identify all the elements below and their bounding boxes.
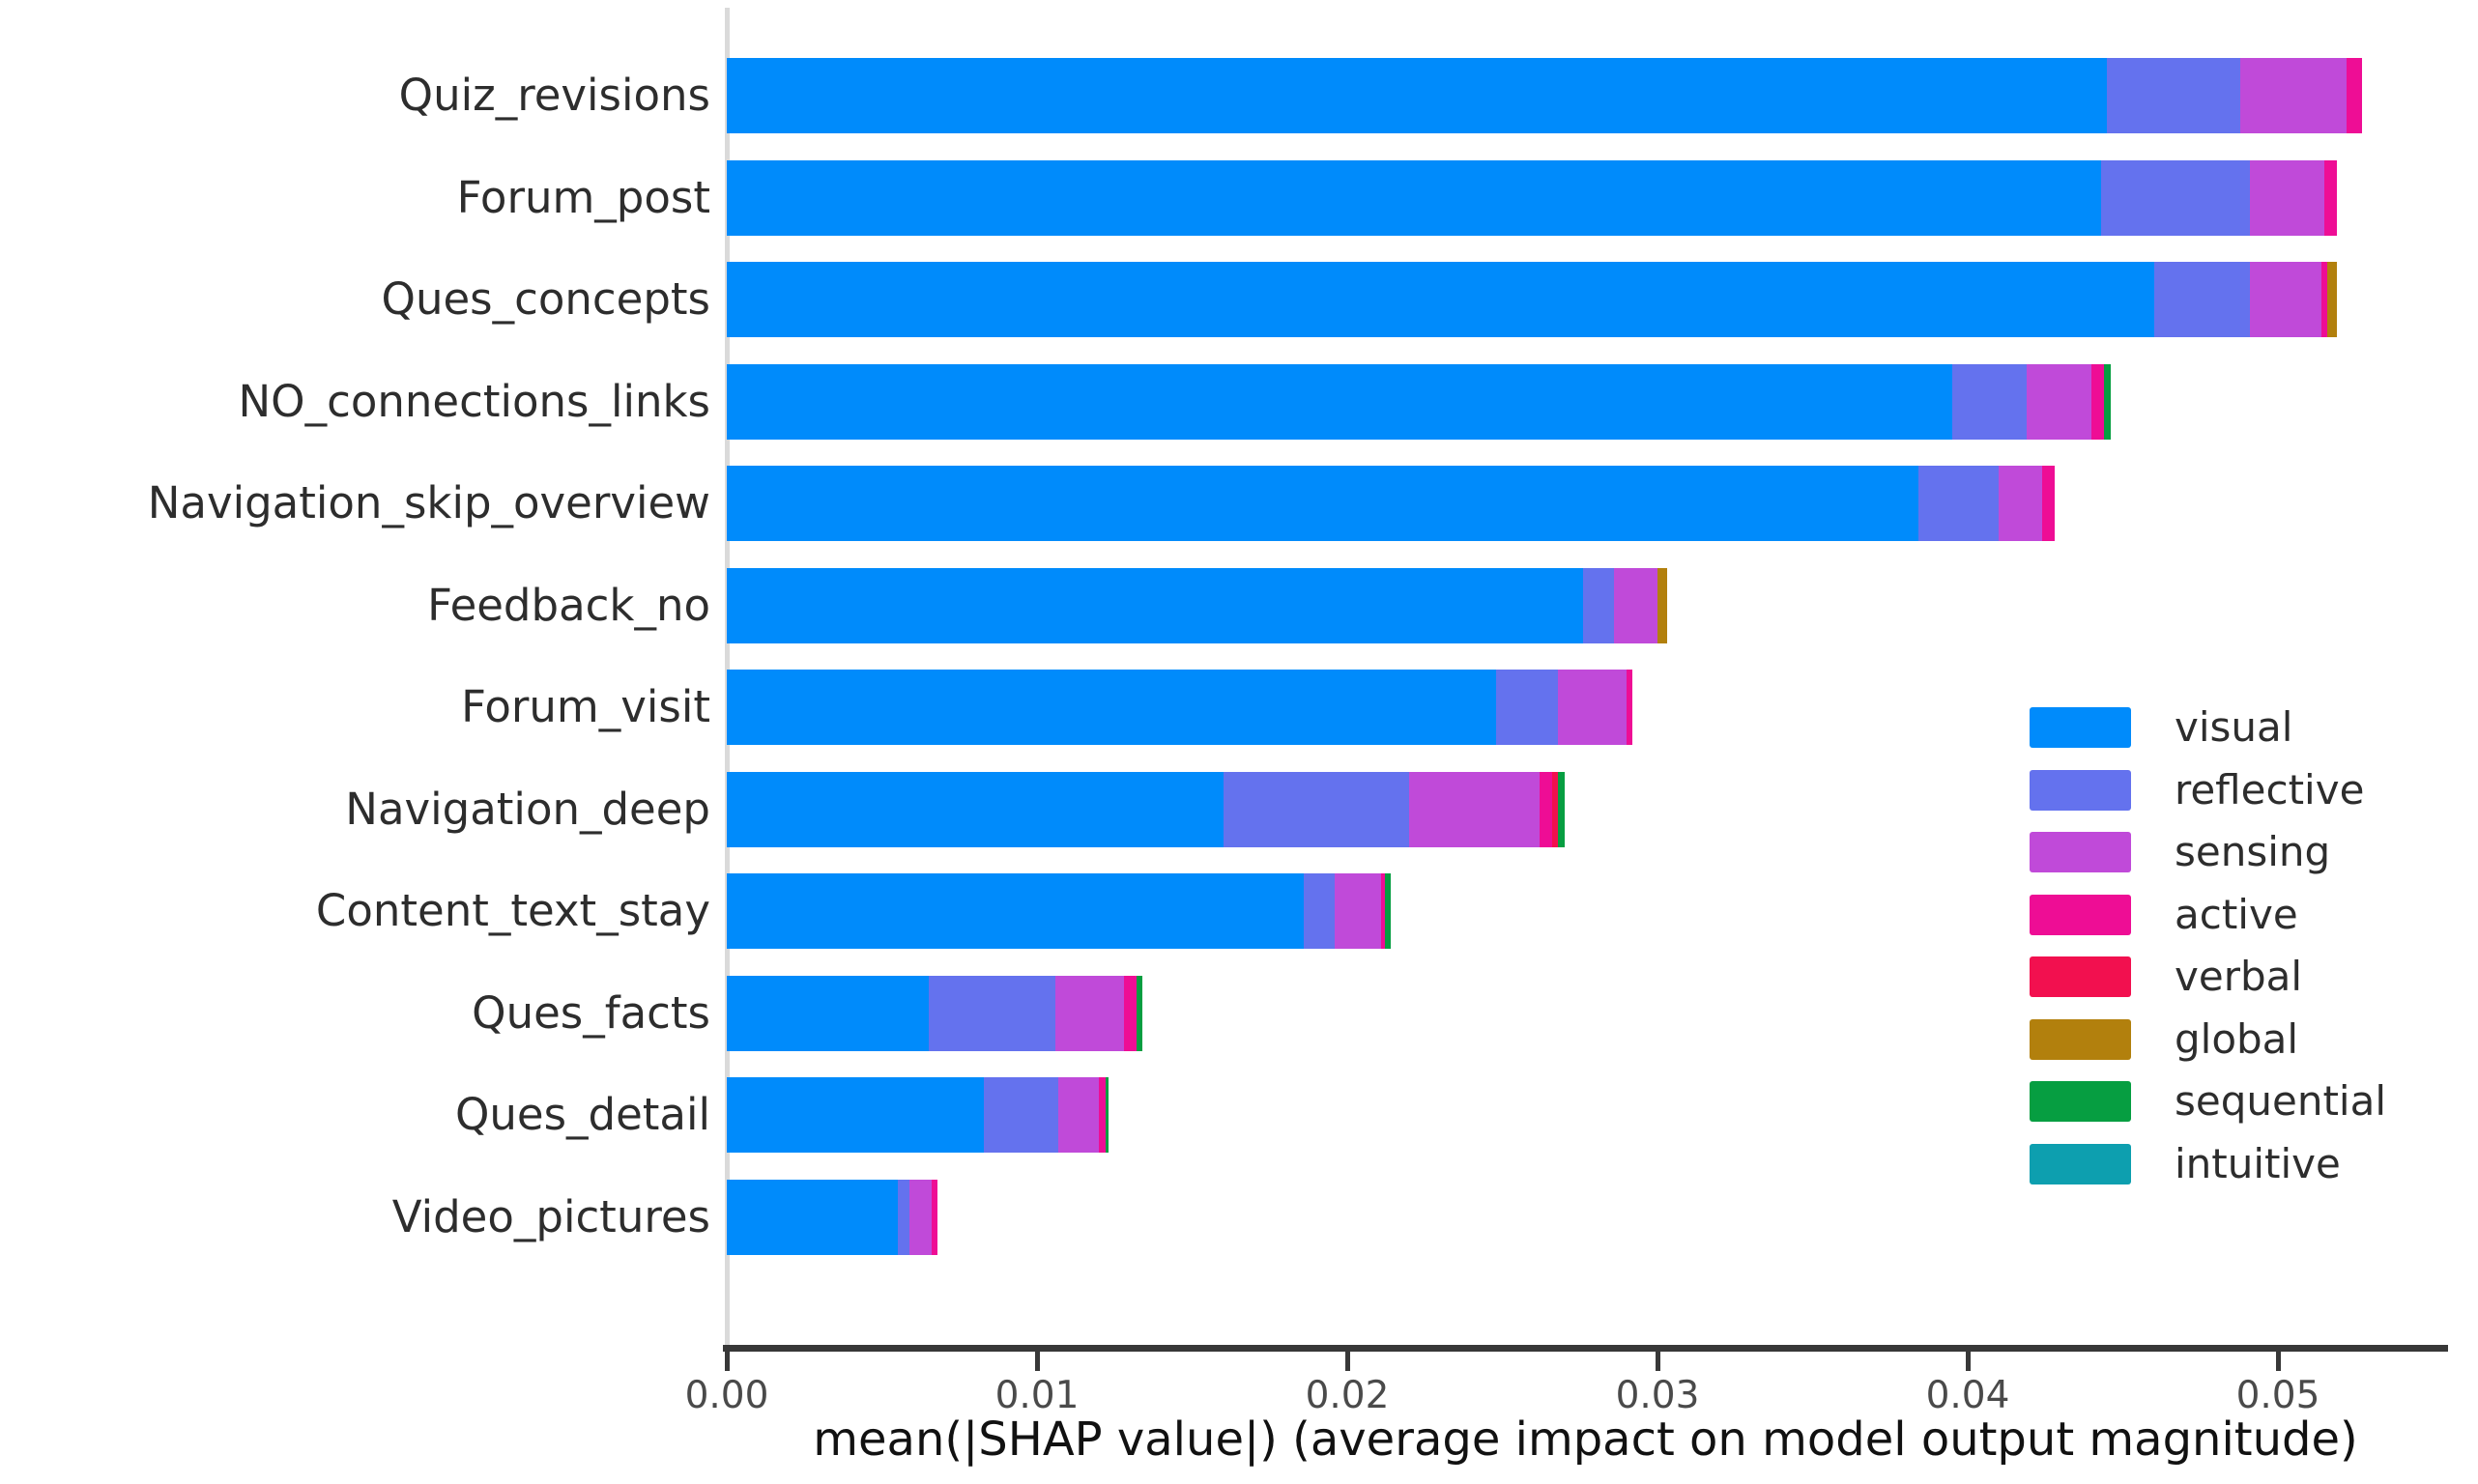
bar-segment-visual	[727, 58, 2108, 133]
category-label-ques_detail: Ques_detail	[454, 1089, 710, 1140]
bar-segment-visual	[727, 1179, 898, 1255]
legend-label-sequential: sequential	[2175, 1077, 2387, 1125]
bar-segment-sequential	[1105, 1077, 1109, 1153]
category-label-feedback_no: Feedback_no	[427, 579, 710, 631]
bar-segment-visual	[727, 262, 2154, 337]
category-label-ques_concepts: Ques_concepts	[381, 273, 710, 325]
bar-segment-active	[2324, 159, 2337, 236]
bar-segment-sequential	[2104, 363, 2111, 440]
x-tick-mark	[725, 1352, 730, 1371]
bar-segment-active	[2042, 466, 2055, 541]
legend-swatch-active	[2030, 894, 2131, 935]
bar-segment-visual	[727, 670, 1497, 745]
bar-segment-reflective	[1917, 466, 2000, 541]
bar-segment-sensing	[2026, 363, 2092, 440]
bar-segment-active	[2320, 262, 2328, 337]
bar-segment-global	[2327, 262, 2337, 337]
x-tick-label: 0.00	[684, 1374, 769, 1417]
category-label-forum_visit: Forum_visit	[461, 681, 710, 732]
bar-segment-sensing	[909, 1179, 932, 1255]
category-label-quiz_revisions: Quiz_revisions	[398, 70, 710, 121]
x-axis-line	[723, 1345, 2448, 1352]
bar-segment-visual	[727, 363, 1952, 440]
bar-segment-sensing	[1058, 1077, 1100, 1153]
bar-segment-reflective	[984, 1077, 1059, 1153]
bar-segment-sensing	[1558, 670, 1627, 745]
category-label-forum_post: Forum_post	[456, 171, 710, 223]
legend-swatch-sensing	[2030, 832, 2131, 872]
legend-swatch-global	[2030, 1018, 2131, 1060]
legend-label-reflective: reflective	[2175, 765, 2365, 813]
bar-segment-verbal	[1551, 771, 1559, 847]
bar-segment-sensing	[2250, 262, 2321, 337]
x-tick-label: 0.02	[1305, 1374, 1390, 1417]
bar-segment-sequential	[1384, 873, 1391, 949]
legend-swatch-reflective	[2030, 769, 2131, 811]
bar-segment-visual	[727, 159, 2102, 236]
legend-label-visual: visual	[2175, 703, 2293, 751]
bar-segment-sensing	[1055, 975, 1124, 1051]
bar-segment-visual	[727, 567, 1583, 643]
bar-segment-sensing	[1614, 567, 1657, 643]
bar-segment-sensing	[2240, 58, 2347, 133]
x-tick-mark	[1035, 1352, 1040, 1371]
bar-segment-active	[1626, 670, 1633, 745]
bar-segment-reflective	[1223, 771, 1410, 847]
bar-segment-active	[2091, 363, 2105, 440]
bar-segment-active	[931, 1179, 938, 1255]
bar-segment-visual	[727, 1077, 985, 1153]
legend-swatch-sequential	[2030, 1081, 2131, 1122]
legend-swatch-verbal	[2030, 956, 2131, 997]
bar-segment-sensing	[1999, 466, 2043, 541]
bar-segment-visual	[727, 873, 1305, 949]
bar-segment-visual	[727, 466, 1918, 541]
bar-segment-global	[1657, 567, 1667, 643]
x-tick-mark	[2276, 1352, 2281, 1371]
bar-segment-active	[1540, 771, 1552, 847]
category-label-no_connections_links: NO_connections_links	[238, 375, 711, 427]
legend-swatch-intuitive	[2030, 1143, 2131, 1184]
x-tick-label: 0.05	[2235, 1374, 2320, 1417]
bar-segment-visual	[727, 771, 1224, 847]
bar-segment-reflective	[1304, 873, 1336, 949]
x-tick-label: 0.03	[1615, 1374, 1700, 1417]
bar-segment-sensing	[1409, 771, 1540, 847]
bar-segment-reflective	[2107, 58, 2241, 133]
x-tick-label: 0.04	[1925, 1374, 2010, 1417]
bar-segment-reflective	[2101, 159, 2251, 236]
bar-segment-sequential	[1136, 975, 1143, 1051]
category-label-navigation_deep: Navigation_deep	[345, 783, 710, 835]
bar-segment-reflective	[1582, 567, 1615, 643]
bar-segment-active	[2346, 58, 2362, 133]
category-label-ques_facts: Ques_facts	[472, 986, 710, 1039]
category-label-video_pictures: Video_pictures	[391, 1190, 710, 1242]
bar-segment-sequential	[1558, 771, 1565, 847]
bar-segment-reflective	[1951, 363, 2027, 440]
bar-segment-active	[1099, 1077, 1106, 1153]
legend-label-global: global	[2175, 1014, 2299, 1063]
bar-segment-active	[1123, 975, 1137, 1051]
x-tick-label: 0.01	[994, 1374, 1080, 1417]
x-tick-mark	[1656, 1352, 1660, 1371]
x-tick-mark	[1345, 1352, 1350, 1371]
legend-label-sensing: sensing	[2175, 828, 2331, 875]
legend-label-verbal: verbal	[2175, 953, 2303, 1000]
bar-segment-reflective	[928, 975, 1056, 1051]
bar-segment-reflective	[2153, 262, 2251, 337]
bar-segment-visual	[727, 975, 929, 1051]
bar-segment-reflective	[1496, 670, 1559, 745]
legend-label-active: active	[2175, 890, 2298, 938]
legend-label-intuitive: intuitive	[2175, 1139, 2341, 1187]
x-tick-mark	[1966, 1352, 1971, 1371]
category-label-content_text_stay: Content_text_stay	[315, 885, 710, 936]
bar-segment-active	[1381, 873, 1385, 949]
bar-segment-sensing	[2250, 159, 2325, 236]
x-axis-label: mean(|SHAP value|) (average impact on mo…	[813, 1413, 2358, 1467]
legend-swatch-visual	[2030, 707, 2131, 748]
category-label-navigation_skip_overview: Navigation_skip_overview	[147, 477, 710, 528]
bar-segment-sensing	[1335, 873, 1382, 949]
bar-segment-reflective	[897, 1179, 910, 1255]
